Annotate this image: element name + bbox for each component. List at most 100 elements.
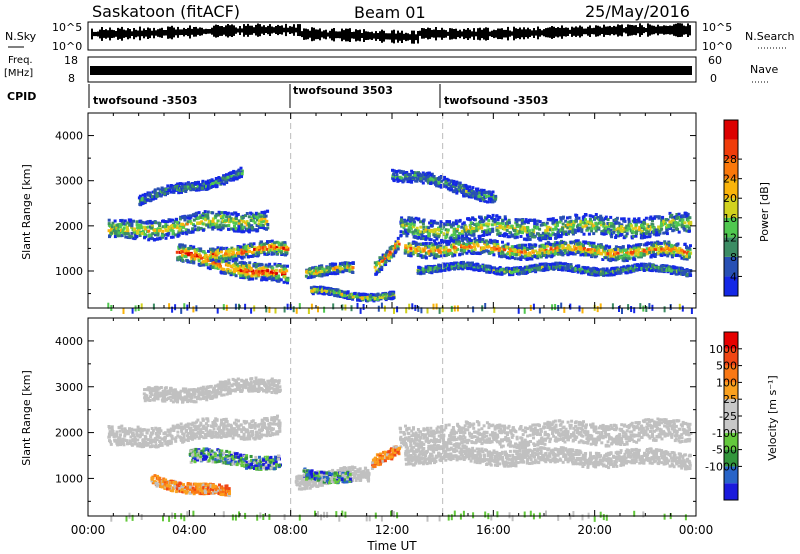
power-echo-cell: [670, 254, 674, 258]
power-echo-cell: [587, 253, 590, 257]
power-echo-cell: [602, 232, 606, 236]
power-echo-cell: [330, 264, 334, 268]
power-echo-cell: [222, 224, 225, 228]
power-echo-cell: [518, 246, 522, 249]
power-echo-cell: [490, 216, 494, 220]
power-echo-cell: [486, 242, 490, 246]
power-echo-cell: [442, 247, 446, 251]
power-echo-cell: [259, 262, 263, 266]
power-echo-cell: [450, 225, 453, 229]
power-echo-cell: [257, 253, 261, 257]
power-echo-cell: [230, 255, 234, 259]
power-echo-cell: [248, 261, 252, 265]
power-echo-cell: [545, 221, 549, 225]
power-echo-cell: [659, 224, 663, 228]
power-echo-cell: [625, 224, 629, 228]
power-echo-cell: [559, 218, 563, 222]
power-echo-cell: [556, 231, 560, 235]
power-echo-cell: [653, 248, 657, 252]
power-echo-cell: [602, 218, 606, 222]
power-echo-cell: [344, 294, 348, 298]
power-echo-cell: [586, 220, 590, 224]
power-echo-cell: [255, 270, 259, 274]
power-echo-cell: [444, 228, 448, 232]
power-echo-cell: [485, 268, 489, 271]
power-echo-cell: [251, 250, 255, 254]
power-echo-cell: [153, 229, 157, 232]
power-echo-cell: [592, 224, 596, 228]
power-echo-cell: [249, 277, 253, 281]
power-echo-cell: [614, 258, 618, 262]
power-echo-cell: [477, 264, 481, 268]
power-echo-cell: [267, 252, 271, 256]
power-echo-cell: [217, 251, 220, 255]
power-echo-cell: [642, 225, 646, 229]
nsky-label: N.Sky: [5, 30, 37, 43]
power-echo-cell: [156, 232, 160, 236]
power-echo-cell: [606, 230, 610, 234]
power-echo-cell: [417, 269, 421, 273]
power-echo-cell: [544, 229, 548, 233]
power-echo-cell: [559, 264, 563, 267]
power-echo-cell: [434, 233, 438, 237]
power-echo-cell: [366, 298, 370, 302]
power-echo-cell: [285, 245, 289, 249]
power-echo-cell: [346, 290, 350, 294]
power-echo-cell: [497, 270, 501, 274]
power-echo-cell: [107, 218, 111, 222]
power-echo-cell: [266, 209, 270, 213]
power-echo-cell: [642, 269, 646, 272]
power-echo-cell: [503, 227, 507, 231]
power-echo-cell: [609, 228, 613, 232]
power-echo-cell: [458, 240, 461, 244]
power-echo-cell: [455, 240, 458, 244]
power-echo-cell: [621, 228, 625, 232]
power-echo-cell: [657, 215, 661, 219]
power-echo-cell: [619, 268, 623, 272]
power-echo-cell: [429, 219, 433, 223]
power-echo-cell: [424, 241, 428, 245]
power-echo-cell: [229, 249, 233, 253]
power-echo-cell: [197, 211, 201, 215]
power-echo-cell: [114, 233, 118, 237]
power-echo-cell: [652, 230, 656, 234]
nave-tick-top: 60: [708, 54, 722, 67]
power-echo-cell: [552, 248, 555, 252]
power-echo-cell: [583, 221, 587, 225]
power-echo-cell: [543, 251, 547, 254]
power-echo-cell: [460, 225, 464, 229]
power-echo-cell: [461, 239, 465, 243]
power-echo-cell: [335, 288, 339, 292]
power-echo-cell: [148, 221, 152, 225]
power-echo-cell: [333, 269, 337, 273]
power-echo-cell: [450, 245, 454, 249]
power-echo-cell: [187, 252, 191, 256]
power-echo-cell: [541, 231, 545, 235]
power-echo-cell: [513, 257, 517, 261]
power-echo-cell: [535, 222, 539, 226]
power-echo-cell: [544, 248, 548, 252]
power-echo-cell: [559, 229, 563, 233]
power-echo-cell: [332, 271, 336, 275]
power-echo-cell: [578, 241, 582, 245]
power-echo-cell: [216, 219, 220, 223]
power-echo-cell: [130, 224, 134, 228]
nsky-frame: [87, 21, 697, 51]
power-echo-cell: [604, 246, 607, 250]
power-echo-cell: [394, 243, 397, 247]
power-echo-cell: [515, 232, 519, 236]
power-echo-cell: [609, 251, 613, 255]
power-echo-cell: [510, 252, 514, 255]
power-echo-cell: [232, 272, 236, 276]
power-echo-cell: [579, 269, 583, 273]
power-echo-cell: [240, 230, 244, 234]
power-echo-cell: [668, 243, 672, 247]
power-echo-cell: [385, 251, 389, 255]
power-echo-cell: [624, 271, 628, 275]
power-echo-cell: [417, 233, 421, 237]
power-echo-cell: [521, 225, 525, 229]
power-echo-cell: [399, 230, 403, 234]
power-echo-cell: [533, 263, 537, 267]
power-echo-cell: [417, 217, 421, 221]
power-echo-cell: [620, 223, 624, 227]
